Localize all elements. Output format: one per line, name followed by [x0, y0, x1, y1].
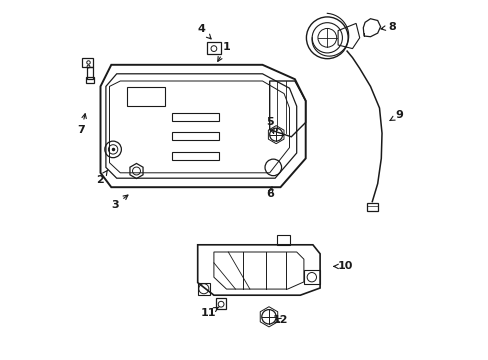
Text: 8: 8: [380, 22, 395, 32]
Text: 4: 4: [197, 24, 211, 39]
Text: 1: 1: [217, 42, 230, 61]
Text: 12: 12: [272, 315, 287, 325]
Text: 10: 10: [333, 261, 352, 271]
Text: 3: 3: [111, 195, 128, 210]
Text: 11: 11: [201, 307, 219, 318]
Text: 2: 2: [97, 170, 107, 185]
Text: 7: 7: [78, 114, 86, 135]
Text: 5: 5: [265, 117, 274, 133]
Text: 9: 9: [389, 110, 403, 121]
Text: 6: 6: [265, 186, 273, 199]
